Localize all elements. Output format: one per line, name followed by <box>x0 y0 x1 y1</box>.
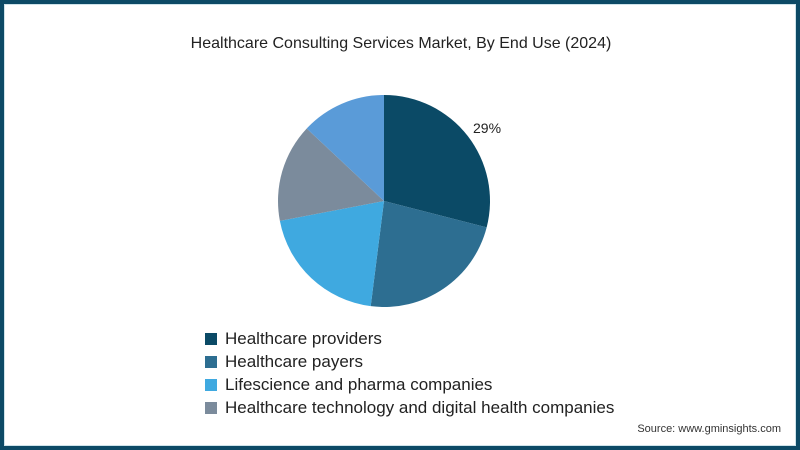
legend-swatch <box>205 401 217 414</box>
slice-label-providers: 29% <box>473 120 502 136</box>
pie-slice <box>370 201 487 307</box>
pie-slice <box>278 128 384 221</box>
legend-label: Healthcare providers <box>225 328 382 348</box>
pie-slice <box>384 95 490 228</box>
legend-label: Healthcare payers <box>225 351 363 371</box>
source-note: Source: www.gminsights.com <box>637 423 781 435</box>
chart-frame: Healthcare Consulting Services Market, B… <box>4 4 796 446</box>
chart-title: Healthcare Consulting Services Market, B… <box>190 35 612 52</box>
pie-slice <box>306 95 384 201</box>
legend-swatch <box>205 355 217 368</box>
legend-item: Lifescience and pharma companies <box>205 373 614 396</box>
pie-chart <box>278 95 490 307</box>
legend-item: Healthcare providers <box>205 327 614 350</box>
pie-slice <box>279 201 384 307</box>
legend-label: Healthcare technology and digital health… <box>225 397 615 417</box>
legend-item: Healthcare technology and digital health… <box>205 396 614 419</box>
legend-item: Healthcare payers <box>205 350 614 373</box>
legend-swatch <box>205 332 217 345</box>
legend: Healthcare providers Healthcare payers L… <box>205 327 614 419</box>
legend-swatch <box>205 378 217 391</box>
legend-label: Lifescience and pharma companies <box>225 374 493 394</box>
